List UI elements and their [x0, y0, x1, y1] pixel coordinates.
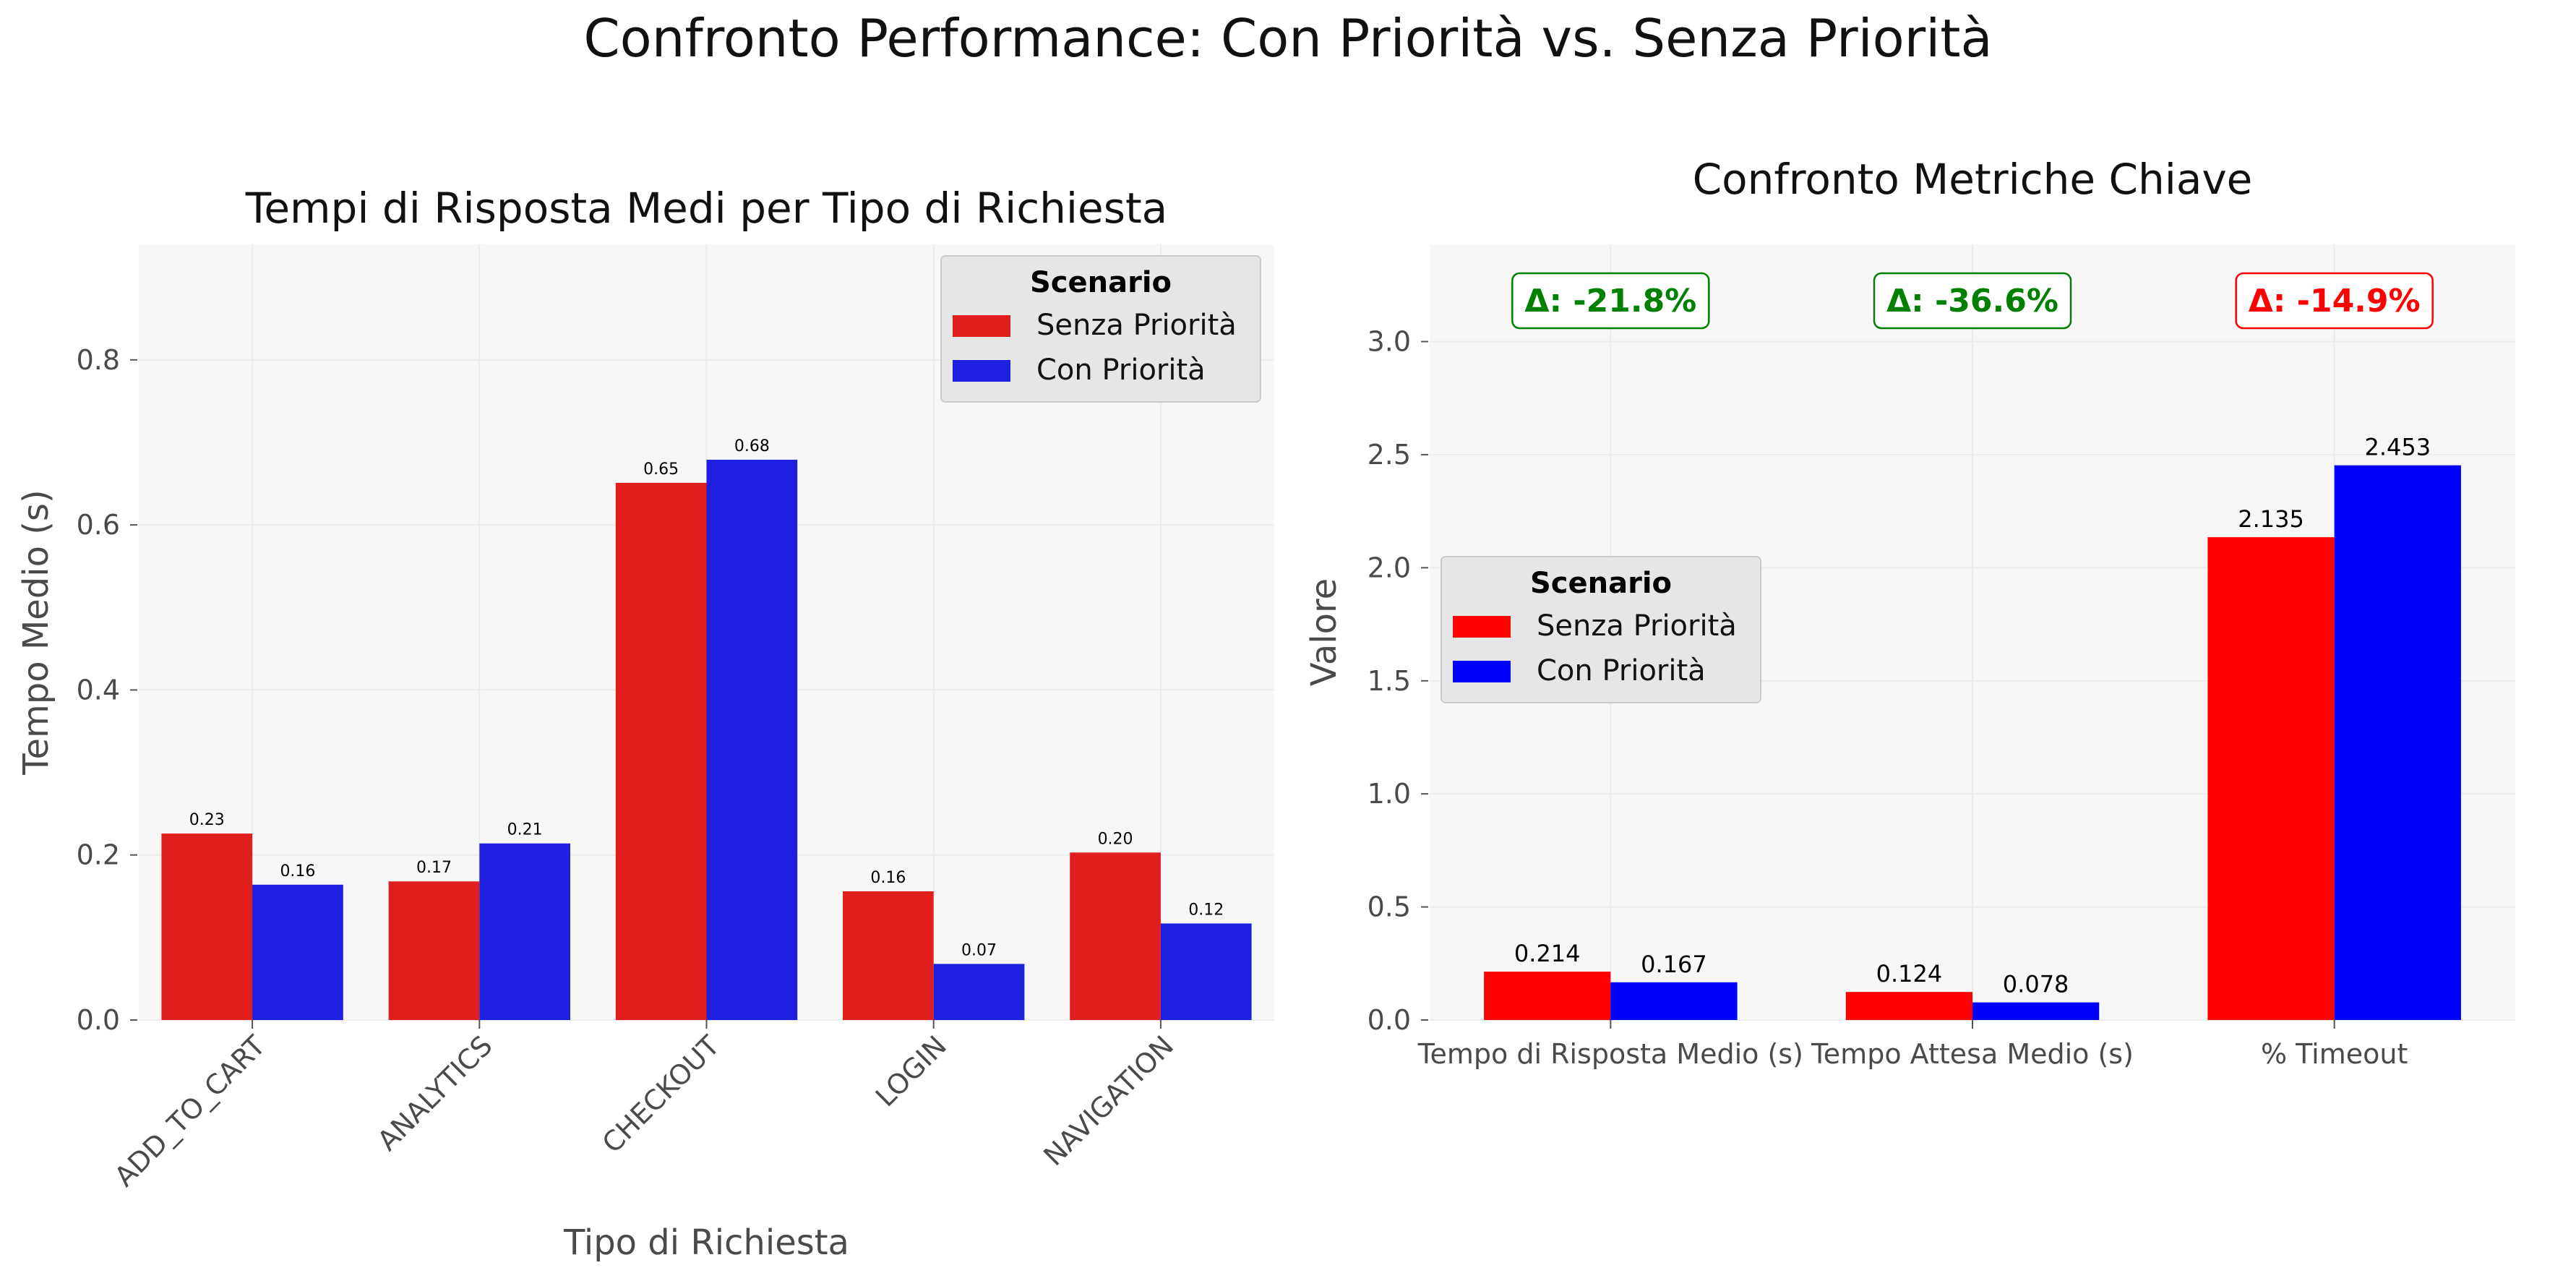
- legend-label: Senza Priorità: [1036, 309, 1237, 342]
- delta-box: [1873, 272, 2072, 330]
- bar: [933, 964, 1025, 1020]
- bar-value-label: 0.16: [280, 862, 315, 881]
- bar-value-label: 0.23: [189, 811, 225, 829]
- legend: Scenario Senza Priorità Con Priorità: [940, 255, 1261, 403]
- delta-text: Δ: -21.8%: [1524, 283, 1696, 320]
- legend-swatch: [953, 315, 1010, 337]
- legend-label: Con Priorità: [1036, 354, 1206, 387]
- legend-label: Senza Priorità: [1537, 609, 1737, 643]
- legend-box: [1441, 556, 1761, 703]
- y-axis-label: Tempo Medio (s): [16, 489, 56, 775]
- bar-value-label: 0.214: [1514, 940, 1581, 967]
- bar: [388, 881, 480, 1020]
- y-tick-label: 0.8: [77, 344, 120, 376]
- right-chart: 0.0 0.5 1.0 1.5 2.0 2.5 3.0 0.214 0.167 Tempo di …: [1304, 155, 2515, 1070]
- bar-value-label: 0.124: [1876, 960, 1943, 987]
- legend-title: Scenario: [1530, 567, 1672, 600]
- y-axis-label: Valore: [1304, 578, 1344, 686]
- y-tick-label: 0.6: [77, 509, 120, 541]
- delta-box: [1511, 272, 1710, 330]
- bar-value-label: 0.12: [1188, 901, 1224, 919]
- x-tick-label: % Timeout: [2261, 1038, 2408, 1070]
- bar: [1610, 982, 1738, 1020]
- delta-annotation: Δ: -21.8%: [1511, 272, 1710, 330]
- bar: [615, 482, 707, 1020]
- x-tick-label: NAVIGATION: [1037, 1029, 1180, 1172]
- x-tick-label: LOGIN: [870, 1029, 953, 1113]
- bar-value-label: 0.20: [1098, 830, 1133, 848]
- bar-value-label: 2.453: [2364, 434, 2431, 461]
- y-tick-label: 0.5: [1368, 891, 1411, 923]
- bar: [161, 834, 253, 1020]
- y-tick-label: 1.0: [1368, 778, 1411, 810]
- y-tick-label: 0.4: [77, 674, 120, 706]
- bar-value-label: 2.135: [2238, 505, 2304, 533]
- bar: [252, 884, 343, 1020]
- legend-swatch: [953, 360, 1010, 382]
- bar-value-label: 0.17: [416, 859, 452, 877]
- bar-value-label: 0.07: [961, 941, 997, 959]
- bar: [1972, 1002, 2100, 1020]
- y-tick-label: 2.0: [1368, 552, 1411, 583]
- legend: Scenario Senza Priorità Con Priorità: [1441, 556, 1761, 703]
- bar-value-label: 0.078: [2003, 971, 2069, 998]
- y-tick-label: 1.5: [1368, 665, 1411, 697]
- bar-value-label: 0.16: [870, 869, 906, 887]
- bar: [1484, 972, 1611, 1020]
- y-tick-label: 0.0: [77, 1004, 120, 1036]
- bar: [1160, 923, 1252, 1020]
- x-axis-label: Tipo di Richiesta: [563, 1222, 849, 1263]
- x-tick-label: ANALYTICS: [372, 1029, 499, 1157]
- legend-label: Con Priorità: [1537, 654, 1706, 687]
- delta-text: Δ: -36.6%: [1886, 283, 2058, 320]
- bar: [2207, 537, 2335, 1020]
- x-tick-label: CHECKOUT: [596, 1029, 726, 1160]
- delta-box: [2235, 272, 2434, 330]
- delta-annotation: Δ: -36.6%: [1873, 272, 2072, 330]
- y-tick-label: 3.0: [1368, 326, 1411, 358]
- delta-annotation: Δ: -14.9%: [2235, 272, 2434, 330]
- legend-swatch: [1453, 661, 1511, 682]
- bar-value-label: 0.68: [734, 437, 770, 455]
- bar: [1070, 852, 1161, 1020]
- chart-title: Tempi di Risposta Medi per Tipo di Richi…: [245, 184, 1167, 233]
- y-tick-label: 2.5: [1368, 439, 1411, 471]
- bar-value-label: 0.21: [507, 821, 543, 839]
- figure-title: Confronto Performance: Con Priorità vs. …: [583, 8, 1992, 69]
- legend-box: [940, 255, 1261, 403]
- legend-swatch: [1453, 616, 1511, 638]
- x-tick-label: Tempo Attesa Medio (s): [1811, 1038, 2134, 1070]
- bar-value-label: 0.167: [1641, 951, 1707, 978]
- x-tick-label: Tempo di Risposta Medio (s): [1417, 1038, 1803, 1070]
- bar: [1845, 992, 1972, 1020]
- bar: [2334, 465, 2461, 1020]
- delta-text: Δ: -14.9%: [2249, 283, 2421, 320]
- bar: [706, 459, 798, 1020]
- y-tick-label: 0.2: [77, 839, 120, 871]
- legend-title: Scenario: [1030, 266, 1172, 299]
- left-chart: 0.0 0.2 0.4 0.6 0.8 0.23 0.16 ADD_TO_CART 0.17 0.…: [16, 184, 1274, 1263]
- chart-title: Confronto Metriche Chiave: [1693, 155, 2253, 204]
- bar: [843, 891, 934, 1020]
- x-tick-label: ADD_TO_CART: [108, 1029, 272, 1193]
- bar-value-label: 0.65: [643, 460, 679, 479]
- bar: [479, 843, 570, 1020]
- y-tick-label: 0.0: [1368, 1004, 1411, 1036]
